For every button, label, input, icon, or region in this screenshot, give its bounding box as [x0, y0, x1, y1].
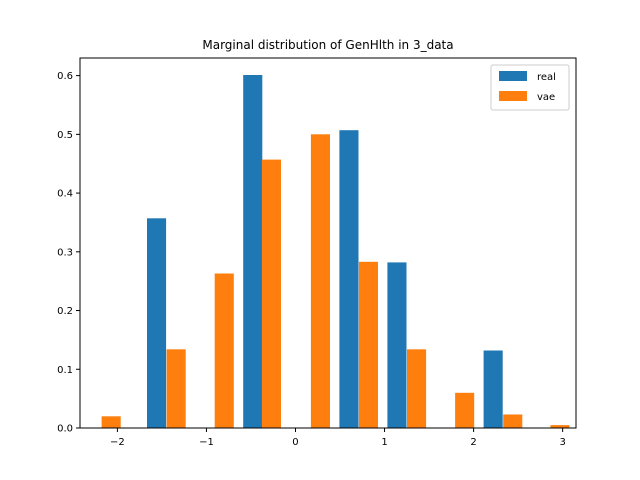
y-tick-label: 0.1	[57, 365, 73, 376]
legend: real vae	[490, 64, 570, 111]
x-tick-label: 3	[559, 437, 565, 448]
x-tick-label: 2	[470, 437, 476, 448]
x-tick-label: 1	[381, 437, 387, 448]
bar-vae-3	[261, 159, 281, 428]
bar-vae-5	[358, 261, 378, 428]
bar-vae-8	[503, 414, 523, 428]
bar-vae-6	[407, 349, 427, 428]
x-tick-label: 0	[292, 437, 298, 448]
legend-swatch-real	[499, 71, 527, 81]
x-axis: −2 −1 0 1 2 3	[110, 428, 566, 448]
y-tick-label: 0.0	[57, 424, 73, 435]
x-tick-label: −1	[199, 437, 214, 448]
y-tick-label: 0.4	[57, 189, 73, 200]
bar-vae-1	[166, 349, 186, 428]
bar-vae-4	[310, 134, 330, 429]
bar-vae-7	[455, 392, 475, 428]
bar-vae-9	[550, 425, 570, 428]
bar-vae-0	[101, 416, 121, 428]
legend-label-vae: vae	[537, 92, 555, 103]
bars-group	[101, 75, 570, 429]
bar-real-0	[147, 218, 167, 428]
bar-vae-2	[214, 273, 234, 428]
x-tick-label: −2	[110, 437, 125, 448]
legend-label-real: real	[537, 72, 556, 83]
bar-real-4	[339, 130, 359, 428]
y-axis: 0.0 0.1 0.2 0.3 0.4 0.5 0.6	[57, 71, 80, 435]
y-tick-label: 0.6	[57, 71, 73, 82]
bar-real-7	[483, 350, 503, 428]
bar-real-2	[243, 75, 263, 428]
y-tick-label: 0.5	[57, 130, 73, 141]
y-tick-label: 0.3	[57, 247, 73, 258]
bar-real-5	[387, 262, 407, 428]
legend-swatch-vae	[499, 91, 527, 101]
chart-title: Marginal distribution of GenHlth in 3_da…	[202, 38, 453, 52]
y-tick-label: 0.2	[57, 306, 73, 317]
plot-frame	[79, 57, 577, 429]
